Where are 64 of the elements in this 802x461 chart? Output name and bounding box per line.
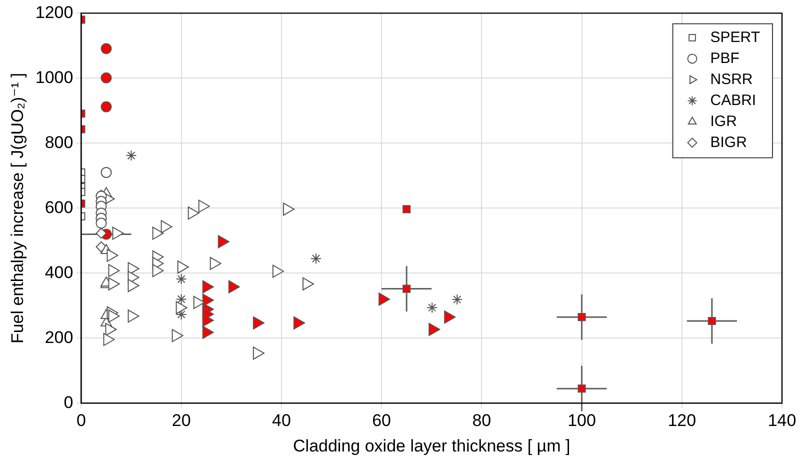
- point: [103, 332, 115, 346]
- point: [112, 226, 124, 240]
- point: [105, 322, 117, 336]
- point: [252, 316, 264, 330]
- point: [172, 329, 184, 342]
- x-tick-label: 0: [76, 411, 86, 430]
- y-tick-label: 400: [44, 262, 74, 282]
- legend-label: BIGR: [710, 134, 748, 151]
- y-tick-label: 0: [64, 392, 74, 412]
- point: [402, 205, 411, 214]
- y-tick-label: 800: [44, 132, 74, 152]
- point: [202, 280, 214, 294]
- point: [578, 384, 586, 393]
- point: [228, 280, 240, 294]
- point: [293, 316, 305, 330]
- point: [452, 294, 463, 306]
- x-tick-label: 100: [568, 411, 596, 430]
- point: [188, 206, 200, 220]
- x-tick-label: 40: [272, 411, 291, 430]
- point: [428, 322, 440, 336]
- y-tick-label: 1000: [35, 68, 74, 87]
- point: [128, 310, 140, 323]
- point: [426, 302, 438, 314]
- y-tick-label: 600: [44, 198, 74, 217]
- legend-label: PBF: [710, 50, 740, 67]
- legend-label: NSRR: [710, 70, 753, 88]
- point: [202, 314, 214, 327]
- point: [106, 248, 118, 262]
- point: [177, 260, 189, 274]
- point: [210, 256, 222, 270]
- point: [193, 296, 205, 310]
- legend-label: IGR: [710, 112, 738, 130]
- point: [152, 226, 164, 240]
- point: [108, 277, 120, 290]
- point: [152, 264, 164, 278]
- point: [444, 310, 456, 324]
- x-axis-title: Cladding oxide layer thickness [ µm ]: [293, 436, 570, 456]
- point: [402, 284, 411, 293]
- point: [708, 316, 716, 326]
- legend-label: SPERT: [710, 28, 760, 46]
- point: [198, 200, 210, 213]
- point: [128, 278, 140, 292]
- point: [108, 310, 120, 323]
- point: [282, 202, 294, 216]
- y-axis-title: Fuel enthalpy increase [ J(gUO₂)⁻¹ ]: [8, 72, 27, 344]
- x-tick-label: 60: [372, 411, 392, 430]
- point: [578, 313, 586, 322]
- point: [108, 264, 120, 278]
- point: [160, 220, 172, 234]
- point: [252, 346, 264, 360]
- point: [218, 235, 230, 248]
- y-tick-label: 200: [44, 328, 74, 347]
- x-tick-label: 140: [768, 411, 796, 430]
- y-tick-label: 1200: [35, 2, 74, 22]
- point: [378, 292, 390, 306]
- x-tick-label: 80: [472, 411, 492, 430]
- point: [202, 326, 214, 339]
- x-tick-label: 120: [668, 411, 696, 430]
- legend-label: CABRI: [710, 92, 756, 109]
- point: [176, 301, 188, 314]
- x-tick-label: 20: [172, 411, 191, 430]
- point: [272, 264, 284, 278]
- point: [310, 253, 322, 264]
- point: [302, 277, 314, 290]
